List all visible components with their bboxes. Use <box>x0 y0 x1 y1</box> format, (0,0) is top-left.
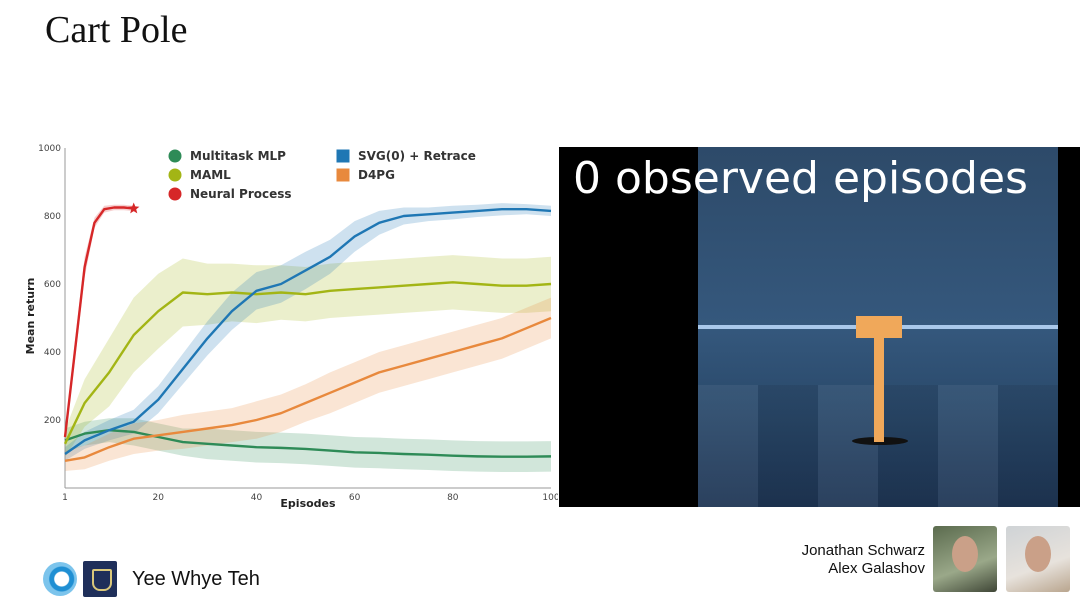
x-tick-label: 20 <box>153 493 165 503</box>
pole <box>874 338 884 442</box>
neural-process-end-star <box>128 202 140 214</box>
x-tick-label: 1 <box>62 493 68 503</box>
x-tick-label: 80 <box>447 493 459 503</box>
series-lines <box>63 202 552 462</box>
video-caption: 0 observed episodes <box>573 153 1028 204</box>
line-svg-0-retrace <box>64 207 552 455</box>
oxford-crest-logo <box>83 561 117 597</box>
crest-icon <box>92 569 112 591</box>
y-axis-label: Mean return <box>24 278 37 355</box>
y-tick-label: 800 <box>44 212 61 222</box>
author-photo-1 <box>933 526 997 592</box>
x-tick-label: 60 <box>349 493 361 503</box>
y-tick-label: 600 <box>44 280 61 290</box>
band-d4pg <box>65 297 551 471</box>
legend-marker-d4pg <box>336 168 350 182</box>
legend-label-svg-0-retrace: SVG(0) + Retrace <box>358 149 476 163</box>
legend-label-maml: MAML <box>190 168 231 182</box>
author-list: Jonathan Schwarz Alex Galashov <box>802 542 925 578</box>
author-name: Alex Galashov <box>828 560 925 577</box>
author-photo-2 <box>1006 526 1070 592</box>
line-neural-process <box>63 206 134 438</box>
cart <box>856 316 902 338</box>
face-icon <box>952 536 978 572</box>
deepmind-logo <box>43 562 77 596</box>
presenter-name: Yee Whye Teh <box>132 568 260 590</box>
legend-label-multitask-mlp: Multitask MLP <box>190 149 286 163</box>
y-tick-label: 200 <box>44 416 61 426</box>
legend-marker-neural-process <box>168 187 182 201</box>
learning-curve-chart: 1 20 40 60 80 100 200 400 600 800 1000 Multitask M… <box>18 138 558 513</box>
face-icon <box>1025 536 1051 572</box>
slide-title: Cart Pole <box>45 9 188 51</box>
band-svg-0-retrace <box>65 203 551 461</box>
x-axis-label: Episodes <box>280 497 336 510</box>
legend-label-neural-process: Neural Process <box>190 187 292 201</box>
x-tick-label: 100 <box>542 493 558 503</box>
legend-marker-multitask-mlp <box>168 149 182 163</box>
x-tick-label: 40 <box>251 493 263 503</box>
line-d4pg <box>64 316 552 462</box>
cartpole-scene <box>698 147 1058 507</box>
author-name: Jonathan Schwarz <box>801 542 925 559</box>
line-maml <box>63 281 552 445</box>
chart-svg: 1 20 40 60 80 100 200 400 600 800 1000 Multitask M… <box>24 144 558 510</box>
legend-label-d4pg: D4PG <box>358 168 395 182</box>
legend-marker-svg-0-retrace <box>336 149 350 163</box>
line-multitask-mlp <box>64 429 552 458</box>
cartpole-video[interactable]: 0 observed episodes <box>559 147 1080 507</box>
chart-legend: Multitask MLP MAML Neural Process SVG(0) + … <box>168 149 476 201</box>
band-maml <box>65 255 551 458</box>
y-tick-label: 400 <box>44 348 61 358</box>
legend-marker-maml <box>168 168 182 182</box>
y-tick-label: 1000 <box>38 144 61 154</box>
